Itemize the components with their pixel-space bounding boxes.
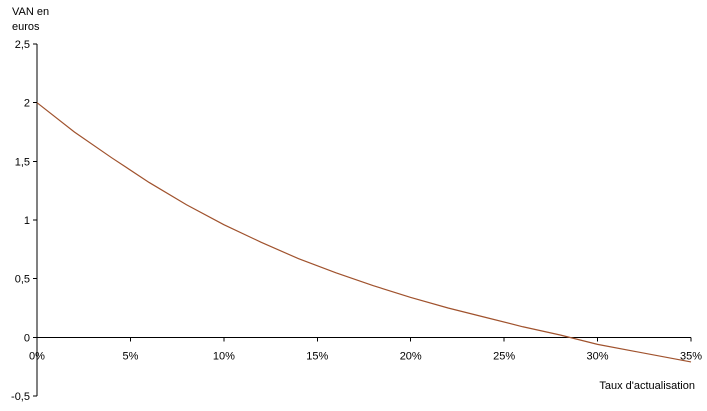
x-tick-label: 10% (213, 350, 235, 362)
x-tick-label: 20% (400, 350, 422, 362)
y-tick-label: 2 (24, 98, 30, 110)
y-axis-label-line-2: euros (12, 21, 40, 33)
x-tick-label: 35% (680, 350, 702, 362)
y-tick-label: 0,5 (15, 274, 30, 286)
x-axis-label: Taux d'actualisation (599, 380, 695, 392)
x-tick-label: 5% (122, 350, 138, 362)
y-tick-label: 0 (24, 332, 30, 344)
y-tick-label: 1 (24, 215, 30, 227)
y-tick-label: -0,5 (11, 391, 30, 403)
y-tick-label: 1,5 (15, 156, 30, 168)
x-tick-label: 25% (493, 350, 515, 362)
series-line (36, 102, 692, 363)
y-tick-label: 2,5 (15, 39, 30, 51)
y-axis-label-line-1: VAN en (12, 6, 49, 18)
x-tick-label: 0% (29, 350, 45, 362)
x-tick-label: 15% (306, 350, 328, 362)
x-tick-label: 30% (587, 350, 609, 362)
